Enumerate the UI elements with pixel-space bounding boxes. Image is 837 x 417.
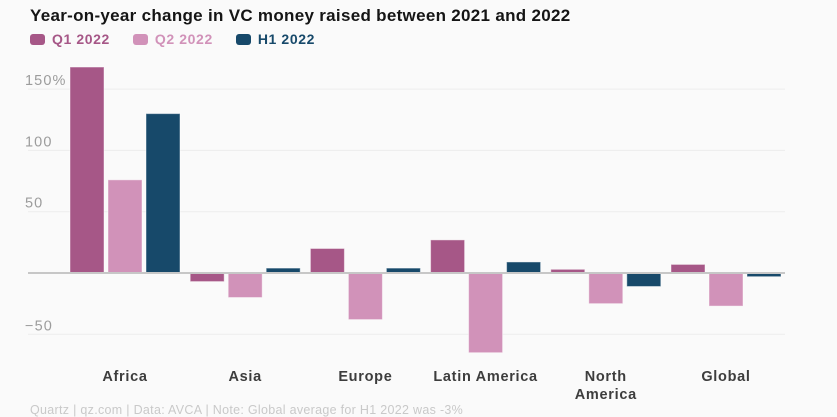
bar-q2-2022-asia: [227, 272, 263, 299]
legend-label-q1: Q1 2022: [52, 31, 110, 47]
legend-item-h1-2022: H1 2022: [235, 31, 315, 47]
bar-h1-2022-africa: [145, 113, 181, 274]
chart-svg: 150% 100 50 −50 Africa Asia Europe Latin Americ…: [25, 66, 785, 403]
legend-swatch-q1-icon: [30, 33, 45, 45]
y-tick-label-100: 100: [25, 134, 53, 150]
bar-q1-2022-global: [670, 263, 706, 274]
bar-h1-2022-north-america: [626, 272, 662, 287]
bar-q2-2022-latin-america: [468, 272, 504, 354]
bar-q1-2022-europe: [309, 247, 345, 274]
legend-label-h1: H1 2022: [257, 31, 315, 47]
legend-item-q2-2022: Q2 2022: [132, 31, 213, 47]
y-tick-label-150: 150%: [25, 73, 67, 89]
category-label-global: Global: [701, 369, 750, 385]
legend-swatch-h1-icon: [235, 33, 251, 45]
bar-q1-2022-latin-america: [430, 239, 466, 274]
bar-q2-2022-europe: [347, 272, 383, 321]
chart-title: Year-on-year change in VC money raised b…: [30, 6, 571, 25]
legend-label-q2: Q2 2022: [154, 31, 213, 47]
category-label-asia: Asia: [228, 369, 262, 385]
bar-h1-2022-latin-america: [506, 261, 542, 274]
category-label-europe: Europe: [338, 369, 392, 385]
category-label-latin-america: Latin America: [433, 369, 538, 385]
y-tick-label-50: 50: [25, 196, 43, 212]
category-label-north-america: North America: [575, 369, 637, 403]
y-tick-label--50: −50: [25, 318, 53, 334]
bar-q1-2022-asia: [189, 272, 225, 283]
legend-item-q1-2022: Q1 2022: [30, 31, 110, 47]
category-label-africa: Africa: [102, 369, 148, 385]
legend-swatch-q2-icon: [132, 33, 148, 45]
bar-q2-2022-north-america: [588, 272, 624, 305]
bar-q2-2022-global: [708, 272, 744, 307]
bar-q2-2022-africa: [107, 179, 143, 274]
chart-legend: Q1 2022 Q2 2022 H1 2022: [30, 31, 315, 47]
source-note: Quartz | qz.com | Data: AVCA | Note: Glo…: [30, 403, 464, 417]
bar-q1-2022-africa: [69, 66, 105, 274]
